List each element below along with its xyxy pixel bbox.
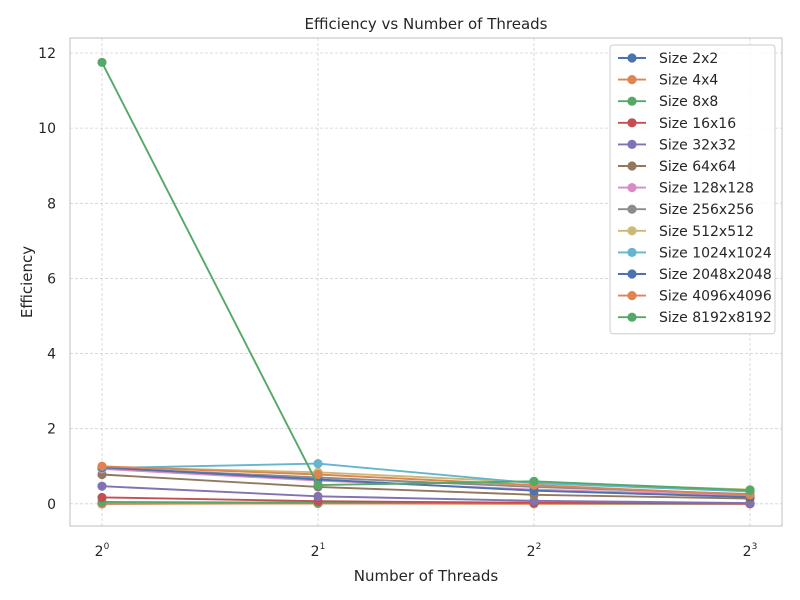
x-tick-label: 22 [527, 542, 542, 560]
y-tick-label: 6 [47, 271, 56, 287]
legend-entry: Size 2048x2048 [618, 267, 772, 283]
series-line [101, 485, 751, 505]
legend-label: Size 8x8 [659, 94, 718, 110]
y-tick-label: 4 [47, 347, 56, 363]
legend-marker [627, 161, 637, 171]
legend-marker [627, 183, 637, 193]
legend-label: Size 512x512 [659, 224, 754, 240]
series-line [101, 466, 751, 499]
legend-label: Size 64x64 [659, 159, 736, 175]
legend-entry: Size 8192x8192 [618, 310, 772, 326]
legend-entry: Size 16x16 [618, 116, 736, 132]
legend-marker [627, 269, 637, 279]
data-point [97, 461, 107, 471]
legend-entry: Size 32x32 [618, 137, 736, 153]
x-tick-label: 23 [743, 542, 758, 560]
legend-marker [627, 139, 637, 149]
legend-label: Size 32x32 [659, 137, 736, 153]
legend-marker [627, 247, 637, 257]
legend-entry: Size 128x128 [618, 181, 754, 197]
legend-box [609, 44, 776, 335]
legend-label: Size 2x2 [659, 51, 718, 67]
series-line [101, 61, 751, 492]
series-layer [97, 57, 755, 509]
data-point [313, 459, 323, 469]
series-line [101, 496, 751, 505]
legend: Size 2x2 Size 4x4 Size 8x8 Size 16x16 Size 3… [609, 44, 776, 335]
series-4 [97, 481, 755, 508]
legend-marker [627, 75, 637, 85]
legend-label: Size 2048x2048 [659, 267, 772, 283]
x-tick-label: 21 [311, 542, 326, 560]
legend-entry: Size 4096x4096 [618, 289, 772, 305]
legend-marker [627, 118, 637, 128]
x-axis-label: Number of Threads [354, 567, 499, 585]
legend-entry: Size 64x64 [618, 159, 736, 175]
legend-label: Size 128x128 [659, 181, 754, 197]
legend-entry: Size 1024x1024 [618, 245, 772, 261]
legend-label: Size 16x16 [659, 116, 736, 132]
legend-label: Size 1024x1024 [659, 245, 772, 261]
x-tick-label: 20 [95, 542, 110, 560]
series-12 [97, 57, 755, 495]
series-line [101, 462, 751, 493]
legend-entry: Size 4x4 [618, 73, 718, 89]
series-8 [97, 462, 755, 495]
y-tick-label: 8 [47, 196, 56, 212]
plot-frame [69, 37, 783, 527]
legend-entry: Size 2x2 [618, 51, 718, 67]
data-point [97, 481, 107, 491]
data-point [313, 491, 323, 501]
y-tick-label: 10 [38, 121, 56, 137]
legend-entry: Size 8x8 [618, 94, 718, 110]
y-tick-label: 12 [38, 46, 56, 62]
legend-label: Size 8192x8192 [659, 310, 772, 326]
y-axis-label: Efficiency [18, 246, 36, 318]
legend-label: Size 256x256 [659, 202, 754, 218]
legend-marker [627, 291, 637, 301]
legend-entry: Size 256x256 [618, 202, 754, 218]
legend-marker [627, 226, 637, 236]
series-line [101, 465, 751, 496]
y-tick-label: 2 [47, 422, 56, 438]
legend-marker [627, 204, 637, 214]
chart-title: Efficiency vs Number of Threads [305, 15, 548, 33]
legend-marker [627, 53, 637, 63]
data-point [97, 492, 107, 503]
legend-label: Size 4096x4096 [659, 289, 772, 305]
legend-label: Size 4x4 [659, 73, 718, 89]
y-tick-label: 0 [47, 497, 56, 513]
legend-marker [627, 96, 637, 106]
legend-marker [627, 312, 637, 322]
data-point [313, 469, 323, 480]
tick-labels: 20 21 22 23 0 2 4 6 8 10 12 [38, 46, 757, 560]
data-point [97, 57, 107, 68]
series-line [101, 473, 751, 500]
legend-entry: Size 512x512 [618, 224, 754, 240]
data-point [529, 476, 539, 486]
data-point [745, 485, 755, 495]
data-point [313, 480, 323, 490]
